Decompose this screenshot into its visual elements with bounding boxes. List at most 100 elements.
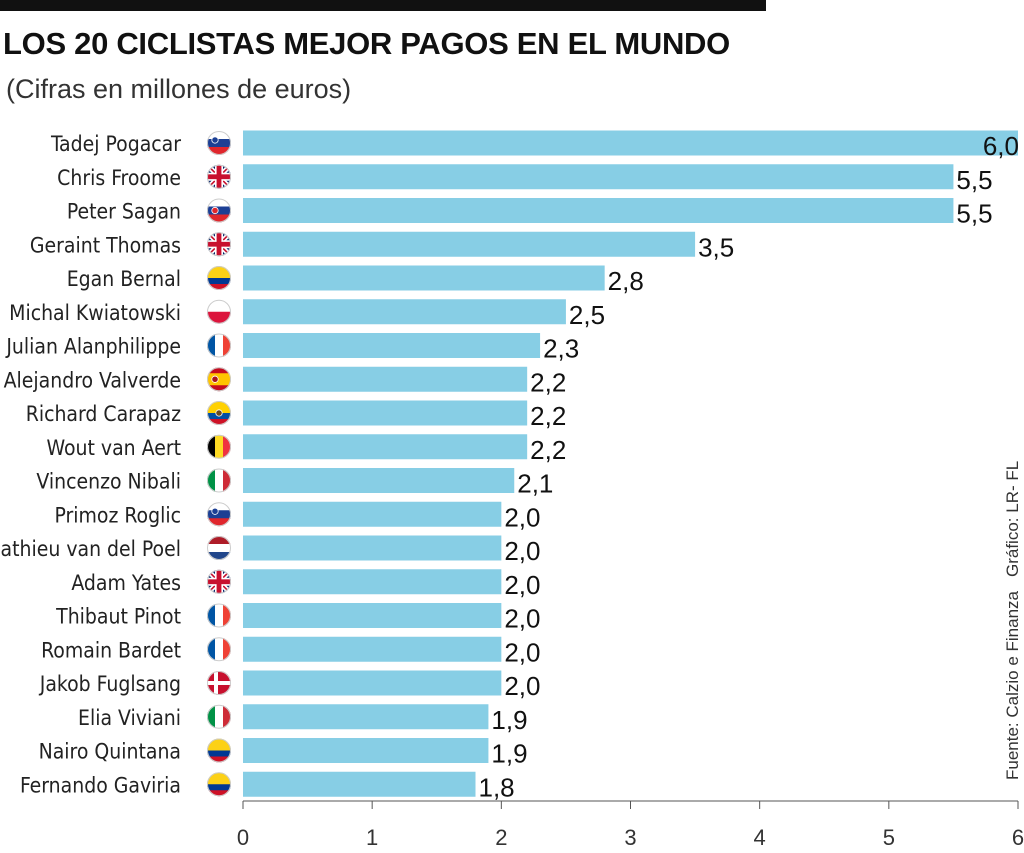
category-label: Romain Bardet — [41, 638, 181, 662]
bar-row: Thibaut Pinot 2,0 — [55, 603, 540, 634]
value-label: 2,3 — [543, 334, 579, 364]
bar-row: Peter Sagan 5,5 — [67, 198, 993, 229]
value-label: 2,1 — [517, 469, 553, 499]
uk-flag-icon — [207, 569, 231, 594]
category-label: Jakob Fuglsang — [39, 672, 181, 696]
category-label: Richard Carapaz — [26, 402, 181, 426]
bar-row: Michal Kwiatowski 2,5 — [9, 299, 605, 330]
slovenia-flag-icon — [207, 131, 231, 155]
bar — [243, 636, 502, 662]
france-flag-icon — [207, 637, 231, 662]
bar — [243, 130, 1018, 156]
bar — [243, 670, 502, 696]
colombia-flag-icon — [207, 772, 231, 797]
source-text: Fuente: Calzio e Finanza — [1003, 591, 1022, 780]
value-label: 2,2 — [530, 401, 566, 431]
value-label: 5,5 — [956, 199, 992, 229]
netherlands-flag-icon — [207, 536, 231, 560]
bar-row: Elia Viviani 1,9 — [78, 704, 528, 735]
category-label: Nairo Quintana — [39, 740, 181, 764]
value-label: 2,0 — [504, 671, 540, 701]
value-label: 3,5 — [698, 232, 734, 262]
category-label: Elia Viviani — [78, 706, 181, 730]
x-tick-label: 1 — [366, 825, 378, 850]
bar-row: Adam Yates 2,0 — [71, 569, 540, 600]
value-label: 2,0 — [504, 637, 540, 667]
category-label: Vincenzo Nibali — [36, 470, 181, 494]
bar-row: Alejandro Valverde 2,2 — [4, 366, 566, 397]
france-flag-icon — [207, 333, 231, 358]
x-tick-label: 2 — [495, 825, 507, 850]
bar — [243, 434, 528, 460]
bar-row: Tadej Pogacar 6,0 — [50, 130, 1019, 161]
italy-flag-icon — [207, 704, 231, 729]
value-label: 1,8 — [479, 772, 515, 802]
bar-row: Fernando Gaviria 1,8 — [20, 771, 515, 802]
colombia-flag-icon — [207, 266, 231, 290]
chart-title: LOS 20 CICLISTAS MEJOR PAGOS EN EL MUNDO — [3, 26, 730, 61]
category-label: Egan Bernal — [67, 267, 181, 291]
value-label: 2,2 — [530, 367, 566, 397]
bar-row: Romain Bardet 2,0 — [41, 636, 540, 667]
bar — [243, 164, 954, 190]
bar-row: Primoz Roglic 2,0 — [54, 501, 540, 532]
bar — [243, 501, 502, 527]
bar-row: Wout van Aert 2,2 — [47, 434, 566, 465]
bar-row: Geraint Thomas 3,5 — [30, 231, 734, 262]
slovakia-flag-icon — [207, 198, 231, 223]
category-label: Fernando Gaviria — [20, 773, 181, 797]
bar-row: Chris Froome 5,5 — [57, 164, 993, 195]
bar — [243, 738, 489, 763]
colombia-flag-icon — [207, 738, 231, 763]
bar — [243, 265, 605, 291]
x-tick-label: 3 — [624, 825, 636, 850]
france-flag-icon — [207, 603, 231, 628]
top-rule — [0, 0, 766, 11]
value-label: 5,5 — [956, 165, 992, 195]
bar — [243, 468, 515, 493]
category-label: Thibaut Pinot — [55, 605, 181, 629]
bar — [243, 366, 528, 392]
category-label: Julian Alanphilippe — [5, 335, 181, 359]
spain-flag-icon — [207, 367, 231, 392]
category-label: Alejandro Valverde — [4, 368, 181, 392]
category-label: Primoz Roglic — [54, 503, 181, 527]
uk-flag-icon — [207, 164, 231, 189]
category-label: Mathieu van del Poel — [0, 537, 181, 561]
value-label: 1,9 — [491, 739, 527, 769]
category-label: Peter Sagan — [67, 200, 181, 224]
bar — [243, 333, 541, 358]
x-tick-label: 4 — [754, 825, 766, 850]
value-label: 2,0 — [504, 604, 540, 634]
uk-flag-icon — [207, 232, 231, 257]
value-label: 2,0 — [504, 536, 540, 566]
slovenia-flag-icon — [207, 502, 231, 527]
credit-text: Gráfico: LR- FL — [1003, 460, 1022, 577]
bar — [243, 231, 696, 257]
bar-row: Mathieu van del Poel 2,0 — [0, 535, 540, 566]
value-label: 2,5 — [569, 300, 605, 330]
bar — [243, 299, 566, 325]
value-label: 6,0 — [983, 131, 1019, 161]
bar — [243, 569, 502, 595]
poland-flag-icon — [207, 299, 231, 324]
bar-row: Julian Alanphilippe 2,3 — [5, 333, 579, 364]
value-label: 1,9 — [491, 705, 527, 735]
category-label: Adam Yates — [71, 571, 181, 595]
ecuador-flag-icon — [207, 401, 231, 425]
bar — [243, 771, 476, 797]
bar-row: Nairo Quintana 1,9 — [39, 738, 528, 769]
x-tick-label: 5 — [883, 825, 895, 850]
bar — [243, 704, 489, 730]
bar — [243, 603, 502, 628]
category-label: Chris Froome — [57, 166, 181, 190]
bar-row: Richard Carapaz 2,2 — [26, 400, 566, 431]
bar-row: Egan Bernal 2,8 — [67, 265, 644, 296]
chart-subtitle: (Cifras en millones de euros) — [6, 74, 352, 104]
belgium-flag-icon — [207, 434, 231, 459]
value-label: 2,0 — [504, 502, 540, 532]
source-note: Fuente: Calzio e Finanza Gráfico: LR- FL — [1003, 461, 1023, 780]
value-label: 2,8 — [608, 266, 644, 296]
category-label: Wout van Aert — [47, 436, 181, 460]
